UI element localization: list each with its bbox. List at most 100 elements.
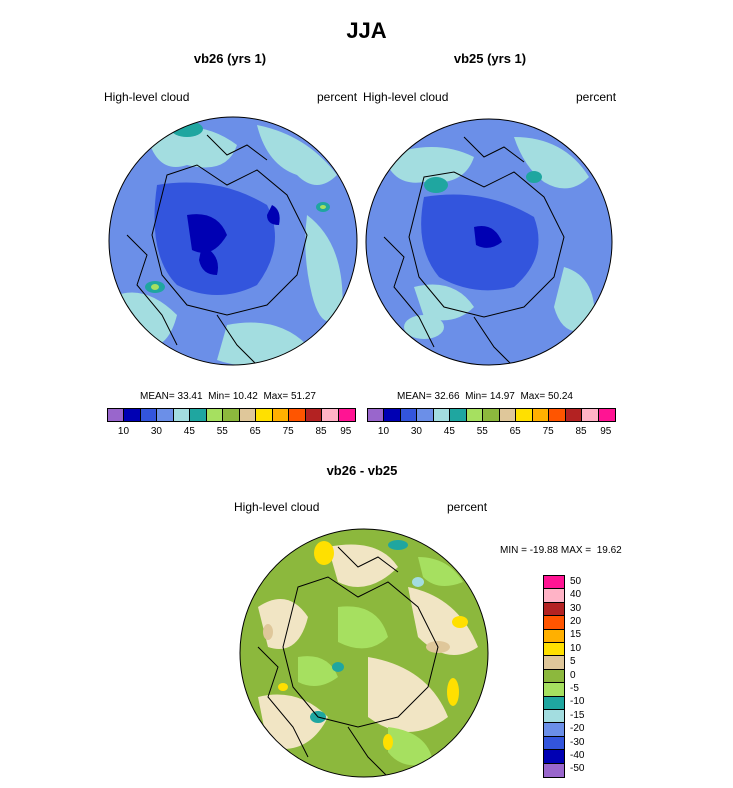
- panel2-subtitle: vb25 (yrs 1): [453, 51, 527, 66]
- colorbar-swatch: [124, 409, 141, 421]
- colorbar-tick-label: 45: [183, 426, 195, 437]
- colorbar-swatch: [483, 409, 500, 421]
- colorbar-swatch: [108, 409, 125, 421]
- colorbar-tick-label: 75: [282, 426, 294, 437]
- colorbar-tick-label: 30: [410, 426, 422, 437]
- panel2-units-label: percent: [576, 90, 617, 104]
- diff-variable-label: High-level cloud: [234, 500, 320, 514]
- colorbar-swatch: [466, 409, 484, 421]
- colorbar-tick-label: 10: [117, 426, 130, 437]
- colorbar-tick-label: -40: [570, 749, 585, 761]
- colorbar-swatch: [544, 629, 564, 643]
- panel2-stats: MEAN= 32.66 Min= 14.97 Max= 50.24: [397, 391, 573, 402]
- colorbar-swatch: [289, 409, 306, 421]
- colorbar-swatch: [544, 683, 564, 697]
- colorbar-swatch: [532, 409, 550, 421]
- colorbar-tick-label: 20: [570, 615, 582, 627]
- diff-colorbar: [543, 575, 565, 778]
- colorbar-swatch: [173, 409, 191, 421]
- colorbar-swatch: [516, 409, 533, 421]
- colorbar-swatch: [544, 656, 564, 670]
- diff-units-label: percent: [447, 500, 488, 514]
- colorbar-tick-label: -30: [570, 736, 585, 748]
- colorbar-swatch: [499, 409, 517, 421]
- panel2-mean-value: 32.66: [434, 391, 460, 402]
- colorbar-swatch: [544, 589, 564, 603]
- colorbar-swatch: [384, 409, 401, 421]
- colorbar-swatch: [544, 723, 564, 737]
- colorbar-tick-label: 5: [570, 656, 576, 668]
- colorbar-swatch: [544, 750, 564, 764]
- panel1-min-value: 10.42: [232, 391, 258, 402]
- colorbar-tick-label: 95: [340, 426, 352, 437]
- colorbar-swatch: [565, 409, 583, 421]
- colorbar-swatch: [256, 409, 273, 421]
- colorbar-swatch: [544, 576, 564, 590]
- colorbar-swatch: [305, 409, 323, 421]
- colorbar-swatch: [400, 409, 418, 421]
- colorbar-swatch: [582, 409, 599, 421]
- colorbar-swatch: [190, 409, 207, 421]
- panel1-max-label: Max=: [263, 391, 289, 402]
- colorbar-tick-label: 50: [570, 575, 582, 587]
- colorbar-swatch: [368, 409, 385, 421]
- panel1-units-label: percent: [317, 90, 358, 104]
- panel1-min-label: Min=: [208, 391, 231, 402]
- colorbar-tick-label: 40: [570, 589, 582, 601]
- colorbar-tick-label: 95: [600, 426, 612, 437]
- colorbar-swatch: [544, 736, 564, 751]
- colorbar-tick-label: 75: [542, 426, 554, 437]
- colorbar-swatch: [433, 409, 451, 421]
- colorbar-tick-label: 10: [570, 642, 582, 654]
- colorbar-tick-label: -15: [570, 709, 585, 721]
- colorbar-tick-label: 0: [570, 669, 576, 681]
- panel1-stats: MEAN= 33.41 Min= 10.42 Max= 51.27: [140, 391, 316, 402]
- colorbar-swatch: [338, 409, 355, 421]
- colorbar-swatch: [544, 763, 564, 777]
- panel2-mean-label: MEAN=: [397, 391, 432, 402]
- colorbar-tick-label: 65: [509, 426, 521, 437]
- panel2-colorbar: [367, 408, 616, 422]
- colorbar-swatch: [417, 409, 434, 421]
- colorbar-swatch: [544, 710, 564, 724]
- colorbar-tick-label: -5: [570, 682, 579, 694]
- panel1-variable-label: High-level cloud: [104, 90, 190, 104]
- colorbar-swatch: [322, 409, 339, 421]
- colorbar-tick-label: 10: [377, 426, 390, 437]
- colorbar-swatch: [544, 643, 564, 657]
- colorbar-tick-label: 15: [570, 629, 582, 641]
- panel2-variable-label: High-level cloud: [363, 90, 449, 104]
- panel1-colorbar-ticks: 10 30 45 55 65 75 85 95: [107, 426, 356, 438]
- colorbar-swatch: [206, 409, 224, 421]
- colorbar-tick-label: -50: [570, 763, 585, 775]
- diff-subtitle: vb26 - vb25: [326, 463, 398, 478]
- figure-title: JJA: [346, 18, 387, 43]
- colorbar-swatch: [239, 409, 257, 421]
- colorbar-tick-label: -20: [570, 723, 585, 735]
- panel1-mean-label: MEAN=: [140, 391, 175, 402]
- colorbar-swatch: [272, 409, 290, 421]
- diff-minmax: MIN = -19.88 MAX = 19.62: [500, 545, 622, 556]
- diff-colorbar-ticks: 50 40 30 20 15 10 5 0 -5 -10 -15 -20 -30 -40 -50: [570, 575, 610, 778]
- colorbar-tick-label: 30: [570, 602, 582, 614]
- colorbar-swatch: [544, 616, 564, 630]
- panel2-min-label: Min=: [465, 391, 488, 402]
- colorbar-tick-label: 45: [443, 426, 455, 437]
- colorbar-swatch: [223, 409, 240, 421]
- colorbar-swatch: [140, 409, 158, 421]
- colorbar-tick-label: 85: [315, 426, 327, 437]
- panel2-polar-map: [365, 118, 613, 366]
- panel2-min-value: 14.97: [489, 391, 515, 402]
- panel2-colorbar-ticks: 10 30 45 55 65 75 85 95: [367, 426, 616, 438]
- colorbar-tick-label: 55: [476, 426, 488, 437]
- panel2-max-label: Max=: [520, 391, 546, 402]
- panel1-mean-value: 33.41: [177, 391, 203, 402]
- colorbar-swatch: [544, 602, 564, 617]
- panel1-max-value: 51.27: [290, 391, 316, 402]
- panel1-colorbar: [107, 408, 356, 422]
- colorbar-swatch: [549, 409, 566, 421]
- colorbar-tick-label: -10: [570, 696, 585, 708]
- colorbar-swatch: [450, 409, 467, 421]
- diff-polar-map: [239, 528, 489, 778]
- colorbar-tick-label: 55: [216, 426, 228, 437]
